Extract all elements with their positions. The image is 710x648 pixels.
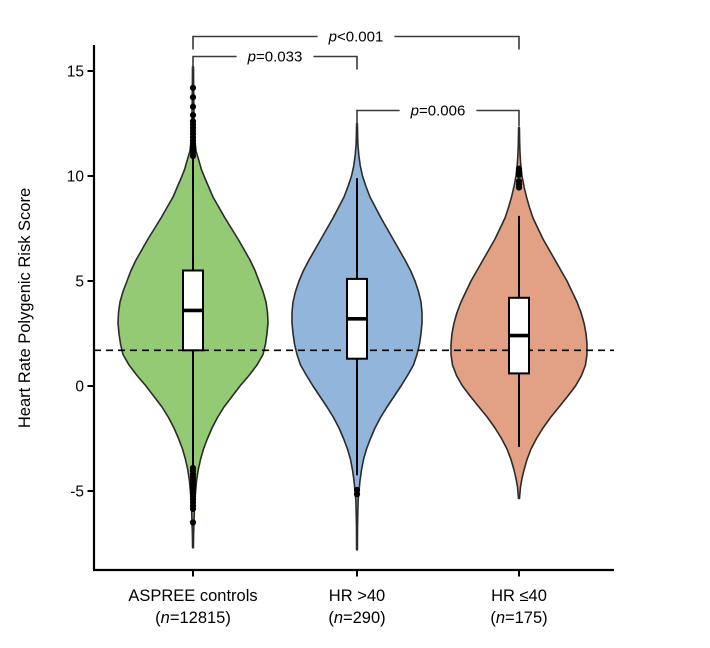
outlier-dot-hr-le-40: [515, 165, 523, 172]
group-n-label-aspree-controls: (n=12815): [155, 609, 231, 627]
outlier-dot-aspree-controls: [189, 84, 197, 91]
significance-label-mask: [317, 27, 395, 46]
significance-label: p=0.006: [410, 103, 466, 120]
group-n-label-hr-le-40: (n=175): [490, 609, 547, 627]
outlier-dot-hr-gt-40: [353, 491, 361, 498]
group-label-hr-gt-40: HR >40: [329, 587, 385, 605]
significance-label: p<0.001: [328, 29, 384, 46]
outlier-dot-aspree-controls: [189, 112, 197, 119]
significance-label: p=0.033: [247, 49, 303, 66]
group-label-aspree-controls: ASPREE controls: [128, 587, 257, 605]
outlier-dot-aspree-controls: [189, 505, 197, 512]
outlier-dot-aspree-controls: [189, 519, 197, 526]
significance-label-mask: [236, 47, 314, 66]
y-tick-label: 10: [67, 169, 85, 186]
outlier-dot-aspree-controls: [189, 94, 197, 101]
y-tick-label: 5: [75, 274, 84, 291]
y-tick-label: 15: [67, 64, 84, 81]
outlier-dot-aspree-controls: [189, 103, 197, 110]
y-axis-title: Heart Rate Polygenic Risk Score: [16, 188, 34, 428]
y-tick-label: 0: [75, 379, 84, 396]
y-tick-label: -5: [70, 484, 84, 501]
group-label-hr-le-40: HR ≤40: [491, 587, 547, 605]
outlier-dot-aspree-controls: [189, 118, 197, 125]
outlier-dot-hr-le-40: [515, 178, 523, 185]
group-n-label-hr-gt-40: (n=290): [328, 609, 385, 627]
significance-label-mask: [399, 101, 477, 120]
